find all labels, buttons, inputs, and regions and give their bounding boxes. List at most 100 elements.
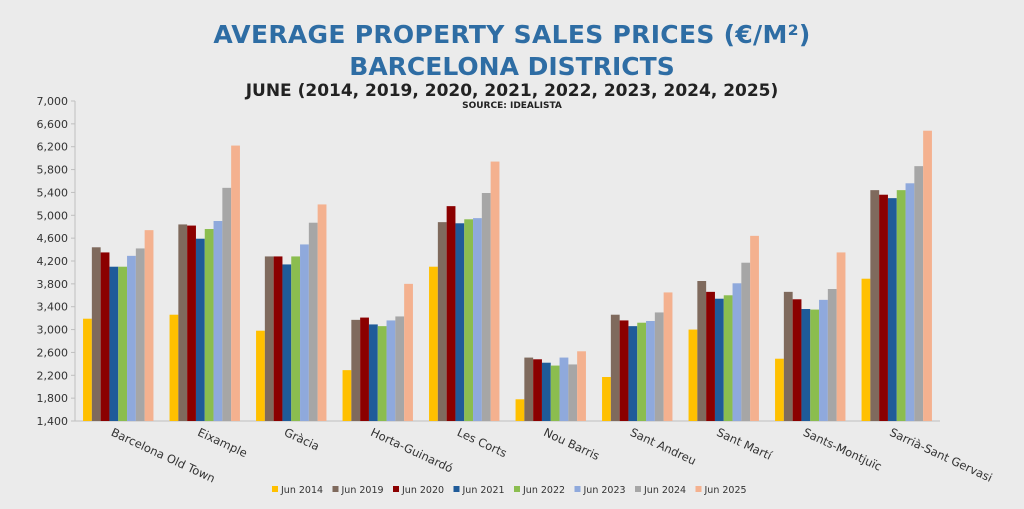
legend-swatch — [514, 486, 520, 492]
y-tick-label: 1,800 — [37, 392, 69, 405]
bar-jun-2019-9 — [870, 190, 880, 421]
bar-jun-2024-6 — [654, 312, 664, 421]
bar-jun-2014-7 — [688, 329, 698, 421]
legend-swatch — [453, 486, 460, 492]
x-tick-label: Nou Barris — [541, 425, 601, 463]
bar-jun-2021-1 — [195, 238, 205, 421]
bar-jun-2014-6 — [602, 377, 611, 421]
bar-jun-2019-8 — [783, 291, 793, 421]
bar-jun-2019-0 — [91, 247, 101, 421]
bar-jun-2023-5 — [559, 357, 569, 421]
legend-swatch — [635, 486, 641, 492]
y-axis-ticks: 1,400 1,800 2,200 2,600 3,000 3,400 3,800 4,200… — [37, 95, 75, 428]
legend-label: Jun 2022 — [522, 485, 565, 496]
legend-label: Jun 2020 — [401, 485, 444, 496]
bar-jun-2014-9 — [861, 278, 871, 421]
bar-jun-2019-3 — [351, 319, 361, 421]
legend-label: Jun 2023 — [583, 485, 626, 496]
bar-jun-2014-1 — [169, 314, 179, 421]
bar-jun-2014-5 — [515, 399, 525, 421]
x-tick-label: Eixample — [195, 425, 249, 460]
legend-label: Jun 2014 — [280, 485, 323, 496]
bar-jun-2019-7 — [697, 281, 707, 421]
bar-jun-2025-1 — [231, 145, 240, 422]
bar-jun-2021-8 — [801, 309, 811, 421]
bar-jun-2025-5 — [577, 351, 586, 421]
y-tick-label: 3,800 — [37, 278, 69, 291]
bar-jun-2025-7 — [750, 235, 759, 421]
chart-subtitle: JUNE (2014, 2019, 2020, 2021, 2022, 2023… — [245, 81, 779, 101]
bar-jun-2023-0 — [127, 255, 136, 421]
bar-jun-2021-7 — [714, 298, 724, 421]
bar-jun-2019-6 — [610, 314, 620, 421]
y-tick-label: 5,400 — [37, 186, 69, 199]
legend-swatch — [695, 486, 702, 492]
x-tick-label: Sant Martí — [714, 425, 774, 463]
bar-jun-2022-6 — [637, 322, 647, 421]
x-tick-label: Gràcia — [282, 425, 322, 453]
bar-jun-2025-4 — [490, 161, 500, 422]
bar-jun-2023-2 — [300, 244, 309, 421]
bar-jun-2023-8 — [819, 299, 828, 421]
legend-label: Jun 2021 — [462, 485, 505, 496]
chart-title: AVERAGE PROPERTY SALES PRICES (€/M²) — [213, 20, 811, 49]
y-tick-label: 5,000 — [37, 209, 69, 222]
chart-title-line2: BARCELONA DISTRICTS — [349, 52, 675, 81]
y-tick-label: 6,200 — [37, 141, 69, 154]
bars — [83, 130, 932, 422]
bar-jun-2025-8 — [836, 252, 846, 421]
y-tick-label: 4,200 — [37, 255, 69, 268]
legend-swatch — [393, 486, 399, 492]
bar-jun-2020-7 — [706, 291, 715, 421]
bar-jun-2019-2 — [264, 256, 274, 421]
bar-jun-2023-4 — [473, 218, 482, 421]
legend-swatch — [332, 486, 339, 492]
bar-jun-2021-3 — [368, 324, 378, 421]
bar-jun-2020-1 — [187, 225, 196, 421]
x-tick-label: Sant Andreu — [628, 425, 698, 468]
y-tick-label: 2,200 — [37, 369, 69, 382]
x-tick-label: Les Corts — [455, 425, 509, 460]
bar-jun-2014-8 — [775, 358, 784, 421]
bar-jun-2014-2 — [256, 330, 265, 421]
chart-source: SOURCE: IDEALISTA — [462, 101, 562, 111]
y-tick-label: 1,400 — [37, 415, 69, 428]
legend-swatch — [272, 486, 278, 492]
legend-swatch — [574, 486, 581, 492]
x-tick-label: Sants-Montjuïc — [801, 425, 884, 474]
bar-jun-2020-4 — [446, 206, 456, 421]
bar-jun-2019-1 — [178, 224, 188, 421]
bar-jun-2020-2 — [273, 256, 283, 421]
bar-jun-2014-3 — [342, 370, 352, 421]
bar-jun-2024-7 — [741, 262, 751, 421]
y-tick-label: 2,600 — [37, 346, 69, 359]
bar-jun-2021-6 — [628, 326, 638, 421]
bar-jun-2024-5 — [568, 364, 578, 421]
bar-jun-2019-5 — [524, 357, 534, 421]
bar-jun-2022-5 — [550, 365, 560, 421]
bar-jun-2024-0 — [135, 248, 145, 421]
bar-jun-2024-9 — [914, 166, 924, 421]
bar-jun-2020-9 — [879, 194, 888, 421]
bar-jun-2022-1 — [204, 229, 214, 421]
bar-jun-2020-8 — [792, 299, 802, 421]
y-tick-label: 3,400 — [37, 301, 69, 314]
bar-jun-2014-0 — [83, 318, 92, 421]
bar-jun-2022-9 — [896, 190, 906, 421]
bar-jun-2021-4 — [455, 223, 465, 421]
bar-jun-2023-7 — [732, 283, 742, 421]
bar-jun-2023-3 — [386, 320, 396, 421]
bar-jun-2021-9 — [887, 198, 897, 421]
bar-jun-2025-6 — [663, 292, 673, 421]
y-tick-label: 4,600 — [37, 232, 69, 245]
bar-jun-2020-5 — [533, 359, 542, 421]
bar-jun-2014-4 — [429, 266, 438, 421]
bar-jun-2025-2 — [317, 204, 327, 421]
legend-label: Jun 2019 — [341, 485, 384, 496]
y-tick-label: 5,800 — [37, 164, 69, 177]
bar-jun-2024-8 — [827, 289, 837, 421]
bar-jun-2022-7 — [723, 295, 733, 421]
bar-jun-2025-3 — [404, 283, 413, 421]
